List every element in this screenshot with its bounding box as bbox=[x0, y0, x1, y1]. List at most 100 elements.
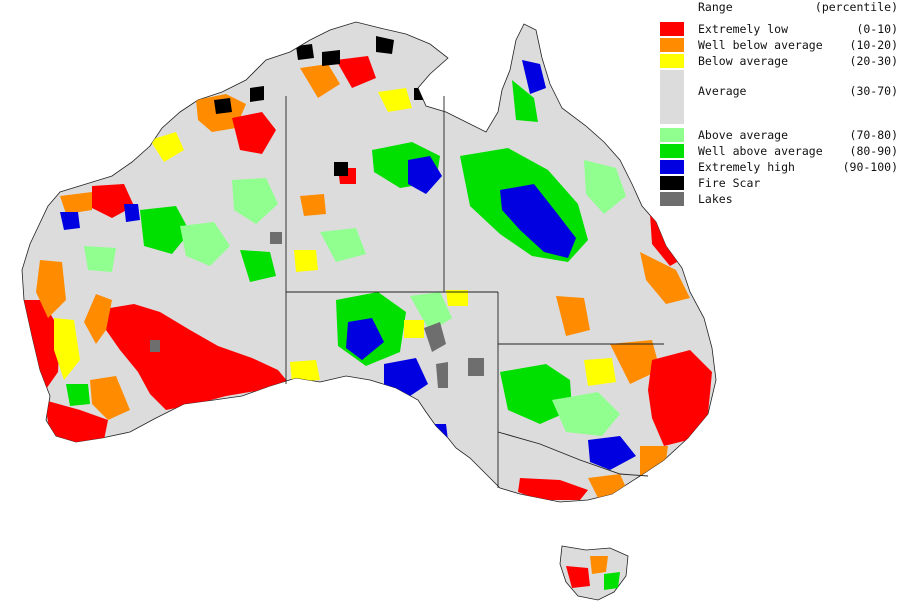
legend-header-units: (percentile) bbox=[814, 0, 898, 14]
legend-swatch bbox=[660, 192, 684, 206]
wa-coast-orange-patch bbox=[36, 260, 66, 318]
legend-item-label: Well below average bbox=[698, 38, 823, 52]
nsw-east-orange-patch bbox=[610, 340, 660, 384]
sa-yellow-ring bbox=[404, 320, 424, 338]
nt-south-orange-patch bbox=[300, 194, 326, 216]
top-end-fire-scar-2 bbox=[322, 50, 340, 66]
legend-swatch bbox=[660, 176, 684, 190]
lake-frome-lake bbox=[468, 358, 484, 376]
legend-item-label: Extremely low bbox=[698, 22, 789, 36]
state-borders bbox=[285, 96, 664, 488]
wa-mid-lightgreen-patch bbox=[84, 246, 116, 272]
legend-item-label: Average bbox=[698, 84, 747, 98]
pilbara-red-patch bbox=[92, 184, 134, 218]
legend-item-range: (0-10) bbox=[856, 22, 898, 36]
legend-item-average: Average (30-70) bbox=[660, 70, 900, 124]
nt-south-lightgreen-patch bbox=[320, 228, 366, 262]
top-end-yellow-patch bbox=[378, 88, 412, 112]
legend-item-label: Well above average bbox=[698, 144, 823, 158]
wa-east-green-patch bbox=[240, 250, 276, 282]
qld-coast-orange-patch bbox=[640, 252, 690, 304]
legend-header-label: Range bbox=[698, 0, 733, 14]
qld-south-orange-patch bbox=[556, 296, 590, 336]
top-end-fire-scar bbox=[296, 44, 314, 60]
wa-lake-2 bbox=[150, 340, 160, 352]
nsw-green-patch bbox=[500, 364, 572, 424]
legend-item-well-below-average: Well below average (10-20) bbox=[660, 38, 900, 52]
legend-swatch bbox=[660, 128, 684, 142]
legend-item-below-average: Below average (20-30) bbox=[660, 54, 900, 68]
nt-southwest-yellow-patch bbox=[294, 250, 318, 272]
legend-item-extremely-high: Extremely high (90-100) bbox=[660, 160, 900, 174]
nsw-lightgreen-patch bbox=[552, 392, 620, 436]
top-end-orange-patch bbox=[300, 64, 340, 98]
legend-item-range: (10-20) bbox=[849, 38, 898, 52]
legend-swatch bbox=[660, 38, 684, 52]
tasmania-orange-patch bbox=[590, 556, 608, 574]
north-wa-yellow-patch bbox=[150, 132, 184, 162]
legend-item-above-average: Above average (70-80) bbox=[660, 128, 900, 142]
cape-york-green-patch bbox=[512, 80, 538, 122]
tasmania-green-patch bbox=[604, 572, 620, 590]
legend-item-fire-scar: Fire Scar bbox=[660, 176, 900, 190]
legend-swatch bbox=[660, 54, 684, 68]
nsw-east-yellow-patch bbox=[584, 358, 616, 386]
legend-swatch bbox=[660, 144, 684, 158]
top-end-red-patch bbox=[336, 56, 376, 88]
legend-item-range: (20-30) bbox=[849, 54, 898, 68]
tasmania-red-patch bbox=[566, 566, 590, 588]
west-blue-patch-2 bbox=[124, 204, 140, 222]
wa-coast-red-patch bbox=[22, 300, 60, 392]
wa-southwest-orange-patch bbox=[90, 376, 130, 420]
cape-york-blue-patch bbox=[522, 60, 546, 94]
lake-eyre-lake bbox=[424, 322, 446, 352]
legend-item-label: Fire Scar bbox=[698, 176, 761, 190]
nsw-coast-red-patch bbox=[648, 350, 712, 446]
kimberley-fire-scar-2 bbox=[250, 86, 264, 102]
nsw-vic-border bbox=[497, 431, 649, 477]
qld-west-yellow-patch bbox=[446, 290, 468, 306]
kimberley-red-patch bbox=[232, 112, 276, 154]
nt-blue-patch bbox=[408, 156, 442, 194]
legend-swatch bbox=[660, 70, 684, 124]
lake-torrens-lake bbox=[436, 362, 448, 388]
legend-item-range: (30-70) bbox=[849, 84, 898, 98]
wa-southwest-red-patch bbox=[44, 400, 108, 444]
sa-yellow-patch bbox=[290, 360, 320, 382]
qld-lightgreen-patch bbox=[584, 160, 626, 214]
west-central-lightgreen-patch bbox=[180, 222, 230, 266]
legend-item-well-above-average: Well above average (80-90) bbox=[660, 144, 900, 158]
wa-coast-yellow-patch bbox=[54, 318, 80, 380]
wa-lake bbox=[270, 232, 282, 244]
nt-fire-scar bbox=[334, 162, 348, 176]
mainland-region bbox=[21, 21, 717, 503]
west-central-green-patch bbox=[140, 206, 190, 254]
legend-item-label: Below average bbox=[698, 54, 789, 68]
legend-item-label: Above average bbox=[698, 128, 789, 142]
sa-lightgreen-patch bbox=[410, 292, 452, 332]
legend-item-lakes: Lakes bbox=[660, 192, 900, 206]
legend-item-range: (90-100) bbox=[842, 160, 898, 174]
southern-wa-orange-fringe bbox=[84, 294, 112, 344]
anomaly-patches bbox=[22, 36, 712, 500]
legend-header: Range (percentile) bbox=[660, 0, 900, 14]
sa-blue-patch bbox=[346, 318, 384, 360]
sa-southeast-blue-patch bbox=[430, 424, 448, 440]
map-legend: Range (percentile) Extremely low (0-10) … bbox=[660, 0, 900, 215]
wa-east-lightgreen-patch bbox=[232, 178, 278, 224]
pilbara-orange-patch bbox=[60, 192, 92, 214]
kimberley-fire-scar bbox=[214, 98, 232, 114]
legend-swatch bbox=[660, 22, 684, 36]
legend-item-label: Lakes bbox=[698, 192, 733, 206]
nsw-blue-patch bbox=[588, 436, 636, 470]
top-end-fire-scar-3 bbox=[376, 36, 394, 54]
legend-swatch bbox=[660, 160, 684, 174]
southern-wa-red-patch bbox=[106, 304, 288, 410]
west-blue-patch bbox=[60, 212, 80, 230]
legend-item-label: Extremely high bbox=[698, 160, 795, 174]
legend-item-extremely-low: Extremely low (0-10) bbox=[660, 22, 900, 36]
qld-blue-patch bbox=[500, 184, 576, 258]
vic-red-patch bbox=[518, 478, 588, 500]
legend-item-range: (70-80) bbox=[849, 128, 898, 142]
